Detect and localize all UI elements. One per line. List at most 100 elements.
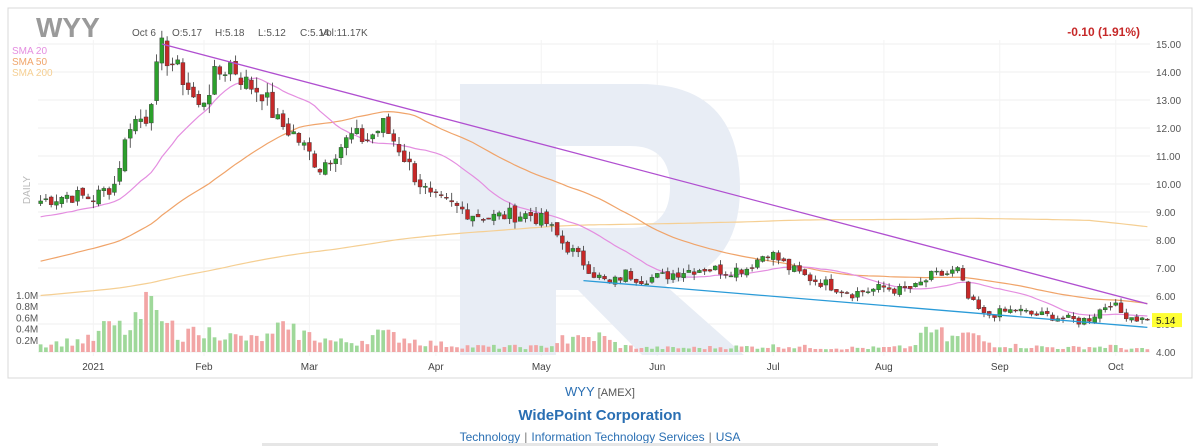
- country-link[interactable]: USA: [715, 430, 741, 444]
- volume-bar: [1140, 348, 1144, 352]
- volume-bar: [671, 347, 675, 352]
- candle-body: [1118, 302, 1124, 313]
- candle-body: [792, 265, 797, 272]
- candle-body: [296, 132, 302, 143]
- volume-bar: [260, 341, 264, 352]
- price-tick-label: 11.00: [1156, 152, 1181, 163]
- stock-chart[interactable]: 15.00 14.00 13.00 12.00 11.00 10.00 9.00 8.00 7.…: [0, 0, 1200, 380]
- volume-bar: [834, 348, 839, 352]
- company-name[interactable]: WidePoint Corporation: [518, 407, 682, 424]
- x-tick-label: 2021: [82, 362, 105, 373]
- sector-link[interactable]: Technology: [459, 430, 521, 444]
- volume-bar: [697, 347, 702, 352]
- volume-bar: [607, 339, 612, 352]
- candle-body: [612, 276, 618, 285]
- volume-bar: [655, 346, 660, 352]
- volume-bar: [892, 346, 897, 352]
- volume-bar: [1008, 348, 1013, 352]
- volume-bar: [239, 335, 243, 352]
- quote-date: Oct 6: [132, 28, 156, 39]
- candle-body: [323, 162, 328, 175]
- volume-bar: [381, 330, 386, 352]
- volume-bar: [117, 320, 122, 352]
- candle-body: [1103, 307, 1108, 311]
- volume-bar: [302, 330, 306, 352]
- candle-body: [444, 196, 449, 199]
- volume-bar: [918, 332, 923, 352]
- candle-body: [707, 269, 713, 272]
- candle-body: [428, 187, 433, 193]
- candle-body: [913, 283, 918, 288]
- volume-bar: [592, 341, 596, 352]
- candle-body: [1081, 318, 1087, 325]
- volume-bar: [987, 342, 992, 352]
- candle-body: [143, 116, 149, 124]
- candle-body: [734, 267, 739, 278]
- candle-body: [491, 213, 497, 221]
- volume-bar: [571, 336, 575, 352]
- industry-link[interactable]: Information Technology Services: [531, 430, 705, 444]
- volume-bar: [275, 322, 280, 352]
- candle-body: [802, 269, 808, 276]
- volume-bar: [613, 341, 617, 352]
- volume-bar: [365, 344, 370, 352]
- candle-body: [43, 198, 49, 200]
- candle-body: [333, 158, 338, 165]
- volume-bar: [518, 347, 523, 352]
- chart-canvas[interactable]: 15.00 14.00 13.00 12.00 11.00 10.00 9.00 8.00 7.…: [0, 0, 1200, 380]
- volume-bar: [1103, 347, 1108, 352]
- volume-bar: [397, 342, 401, 352]
- volume-bar: [70, 345, 75, 352]
- candle-body: [307, 142, 312, 152]
- volume-bar: [112, 325, 117, 352]
- price-change: -0.10 (1.91%): [1067, 25, 1140, 39]
- candle-body: [133, 119, 138, 132]
- volume-tick-label: 0.6M: [16, 313, 38, 324]
- footer-ticker[interactable]: WYY: [565, 384, 595, 399]
- candle-body: [117, 168, 122, 182]
- volume-bar: [813, 348, 818, 352]
- candle-body: [681, 273, 686, 278]
- volume-bar: [476, 345, 480, 352]
- candle-body: [265, 92, 270, 98]
- candle-body: [781, 258, 786, 262]
- candle-body: [412, 163, 418, 183]
- volume-bar: [1124, 349, 1129, 352]
- volume-bar: [976, 335, 981, 352]
- volume-bar: [91, 340, 96, 352]
- volume-bar: [455, 347, 459, 352]
- x-tick-label: Mar: [301, 362, 319, 373]
- volume-bar: [75, 339, 80, 352]
- candle-body: [886, 287, 892, 290]
- volume-bar: [434, 345, 438, 352]
- volume-bar: [407, 343, 412, 352]
- price-tick-label: 6.00: [1156, 292, 1176, 303]
- volume-bar: [1029, 347, 1034, 352]
- candle-body: [902, 286, 908, 288]
- candle-body: [1124, 312, 1129, 320]
- volume-bar: [676, 348, 681, 352]
- volume-bar: [481, 345, 486, 352]
- volume-bar: [755, 348, 760, 352]
- volume-bar: [945, 341, 949, 352]
- candle-body: [280, 113, 286, 127]
- footer-exchange: [AMEX]: [597, 387, 635, 399]
- volume-bar: [913, 345, 918, 352]
- price-tick-label: 15.00: [1156, 40, 1181, 51]
- price-tick-label: 7.00: [1156, 264, 1176, 275]
- candle-body: [438, 194, 444, 196]
- volume-bar: [750, 346, 754, 352]
- candle-body: [865, 291, 871, 293]
- candle-body: [370, 134, 375, 140]
- candle-body: [359, 128, 365, 142]
- candle-body: [939, 270, 945, 276]
- candle-body: [212, 66, 217, 95]
- candle-body: [676, 272, 681, 278]
- volume-bar: [228, 333, 233, 352]
- candle-body: [881, 285, 887, 288]
- candle-body: [602, 276, 607, 280]
- candle-body: [402, 150, 407, 162]
- volume-bar: [760, 347, 765, 352]
- volume-bar: [629, 345, 633, 352]
- volume-bar: [439, 341, 444, 352]
